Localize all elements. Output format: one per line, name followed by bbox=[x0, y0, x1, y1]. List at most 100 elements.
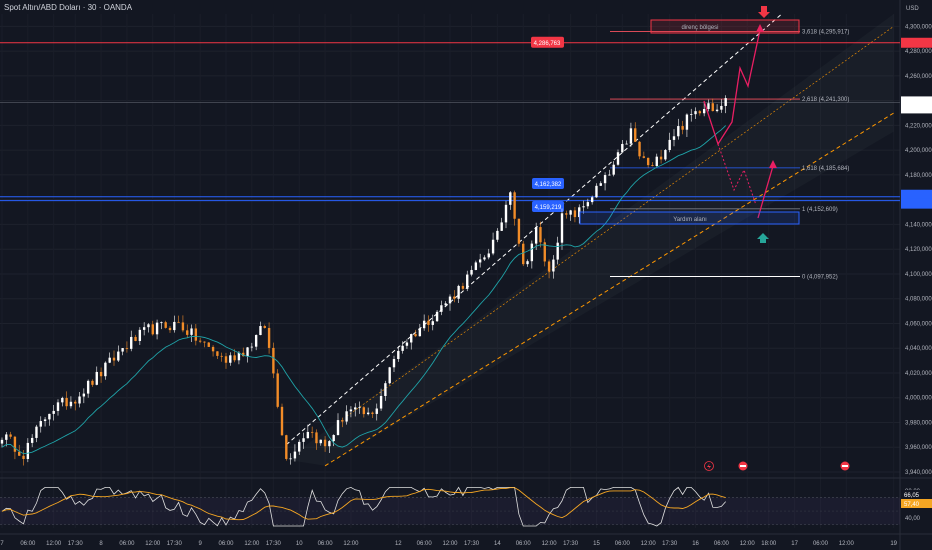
support-1-price-tag-bg bbox=[901, 189, 932, 200]
candle-body bbox=[651, 165, 654, 167]
time-tick-label: 12:00 bbox=[244, 541, 260, 547]
candle-body bbox=[595, 185, 598, 198]
candle-body bbox=[30, 437, 34, 443]
time-tick-label: 10 bbox=[296, 541, 303, 547]
time-axis[interactable]: 7 06:00 12:00 17:30 8 06:00 12:00 17:30 9 06:00 12… bbox=[0, 541, 897, 547]
price-tick-label: 4,120,000 bbox=[905, 247, 932, 253]
projection-path bbox=[703, 24, 777, 219]
candle-body bbox=[5, 434, 8, 440]
candle-body bbox=[677, 126, 680, 137]
candle-body bbox=[82, 393, 86, 397]
candle-body bbox=[26, 442, 30, 459]
candle-body bbox=[427, 320, 430, 325]
candle-body bbox=[203, 341, 206, 343]
candle-body bbox=[177, 321, 180, 323]
candle-body bbox=[711, 103, 714, 112]
time-tick-label: 12 bbox=[395, 541, 402, 547]
rsi-ma-line bbox=[1, 487, 726, 521]
candle-body bbox=[108, 357, 111, 363]
candle-body bbox=[78, 396, 81, 404]
candle-body bbox=[440, 305, 443, 312]
resistance-price-tag-bg bbox=[901, 37, 932, 48]
candle-body bbox=[517, 218, 521, 244]
candle-body bbox=[715, 109, 719, 112]
candle-body bbox=[552, 259, 555, 272]
candle-body bbox=[366, 412, 370, 415]
candle-body bbox=[513, 192, 516, 219]
candle-body bbox=[272, 347, 275, 374]
support-marker-2 bbox=[532, 201, 564, 212]
candle-body bbox=[487, 253, 490, 258]
price-tick-label: 3,980,000 bbox=[905, 420, 932, 426]
candle-body bbox=[0, 439, 4, 444]
candle-body bbox=[186, 330, 189, 335]
candle-body bbox=[332, 435, 335, 442]
price-tick-label: 4,260,000 bbox=[905, 74, 932, 80]
fibonacci-extension: 3,618 (4,295,917) 2,618 (4,241,300) 1,618 … bbox=[610, 29, 849, 281]
projection-dotted-path bbox=[717, 143, 757, 206]
candle-body bbox=[341, 420, 344, 422]
time-tick-label: 17:30 bbox=[563, 541, 579, 547]
last-price-tag-bg bbox=[901, 96, 932, 114]
candle-body bbox=[461, 285, 465, 289]
candle-body bbox=[401, 345, 404, 351]
candle-body bbox=[530, 243, 534, 262]
channel-fill bbox=[286, 14, 894, 466]
candle-body bbox=[534, 227, 538, 244]
candle-body bbox=[211, 346, 215, 352]
candle-body bbox=[664, 150, 667, 160]
rsi-value-1-bg bbox=[901, 490, 932, 499]
up-arrow-icon bbox=[757, 233, 769, 243]
time-tick-label: 7 bbox=[0, 541, 4, 547]
down-arrow-icon bbox=[758, 6, 770, 18]
candle-body bbox=[220, 355, 223, 357]
candle-body bbox=[621, 143, 624, 153]
time-tick-label: 12:00 bbox=[442, 541, 458, 547]
candle-body bbox=[474, 262, 478, 270]
time-tick-label: 17:30 bbox=[266, 541, 282, 547]
countdown-tag: 05:16 bbox=[904, 106, 920, 112]
candle-body bbox=[315, 432, 318, 444]
candle-body bbox=[151, 324, 154, 335]
candle-body bbox=[590, 197, 594, 203]
candle-body bbox=[86, 380, 90, 394]
candle-body bbox=[638, 141, 641, 157]
candle-body bbox=[565, 213, 568, 215]
candle-body bbox=[112, 357, 116, 361]
candle-body bbox=[198, 340, 202, 342]
candle-body bbox=[259, 326, 262, 336]
candle-body bbox=[685, 114, 689, 130]
candle-body bbox=[707, 103, 710, 109]
candle-body bbox=[99, 371, 103, 377]
candle-body bbox=[52, 410, 55, 414]
rsi-value-2-bg bbox=[901, 499, 932, 508]
candle-body bbox=[625, 143, 628, 145]
candle-body bbox=[39, 421, 42, 427]
projection-arrowhead-top bbox=[756, 24, 764, 32]
price-channel bbox=[285, 13, 894, 467]
candle-body bbox=[448, 296, 452, 304]
rsi-tick-label: 40,00 bbox=[905, 516, 921, 522]
fib-level-label: 1,618 (4,185,684) bbox=[802, 166, 849, 172]
candle-body bbox=[720, 105, 723, 110]
candle-body bbox=[560, 213, 564, 243]
candle-body bbox=[582, 206, 585, 208]
time-tick-label: 8 bbox=[99, 541, 103, 547]
time-tick-label: 17:30 bbox=[167, 541, 183, 547]
price-tick-label: 4,280,000 bbox=[905, 49, 932, 55]
candle-body bbox=[616, 152, 620, 165]
time-tick-label: 18:00 bbox=[761, 541, 777, 547]
candle-body bbox=[9, 434, 12, 437]
candle-body bbox=[569, 210, 572, 215]
candle-body bbox=[147, 324, 150, 328]
candle-body bbox=[56, 402, 60, 411]
candle-body bbox=[138, 329, 142, 341]
candle-body bbox=[302, 438, 305, 442]
candle-body bbox=[254, 335, 258, 347]
time-tick-label: 17:30 bbox=[662, 541, 678, 547]
candle-body bbox=[418, 328, 422, 337]
